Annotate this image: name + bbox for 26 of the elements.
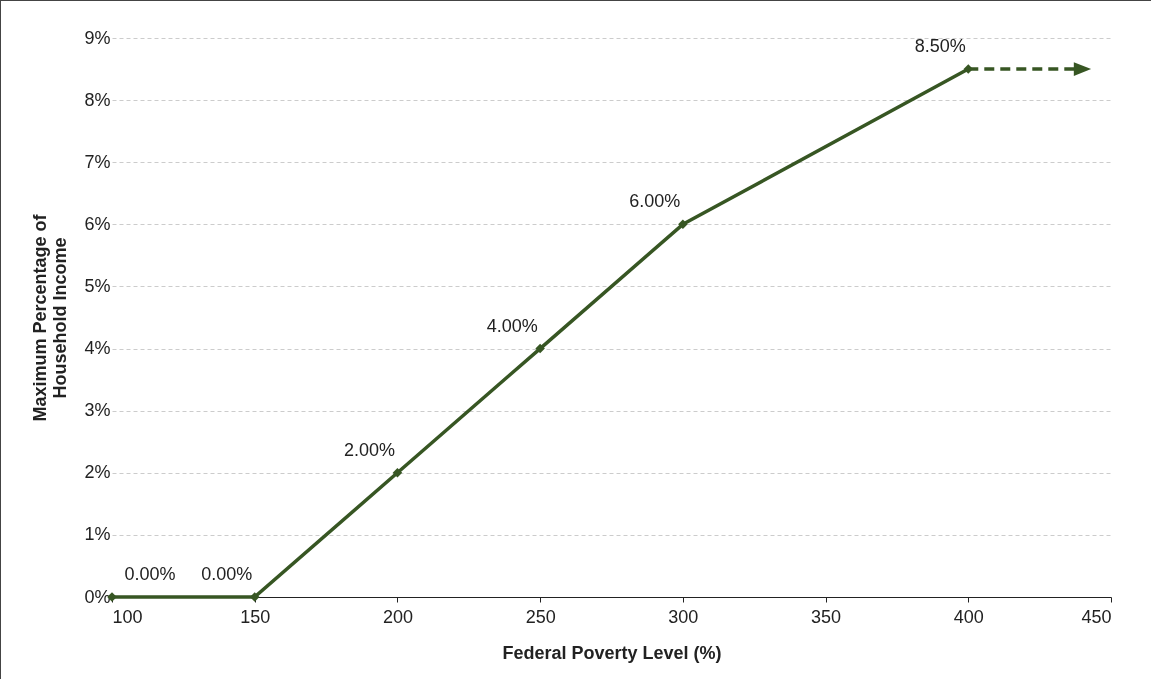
x-tick-label: 200: [382, 606, 413, 627]
x-tick-label: 350: [811, 606, 842, 627]
data-label: 0.00%: [124, 564, 176, 584]
y-tick-label: 8%: [84, 89, 111, 110]
y-tick-label: 7%: [84, 151, 111, 172]
y-tick-label: 4%: [84, 338, 111, 359]
y-tick-label: 3%: [84, 400, 111, 421]
data-label: 0.00%: [201, 564, 253, 584]
data-label: 4.00%: [486, 315, 538, 336]
x-tick-label: 300: [668, 606, 699, 627]
x-tick-label: 100: [112, 606, 143, 627]
y-tick-label: 5%: [84, 275, 111, 296]
y-axis-title: Maximum Percentage of Household Income: [30, 213, 71, 422]
x-axis-title: Federal Poverty Level (%): [502, 642, 722, 663]
x-tick-label: 250: [525, 606, 556, 627]
data-label: 6.00%: [629, 191, 681, 212]
x-tick-label: 150: [240, 606, 271, 627]
y-tick-label: 6%: [84, 213, 111, 234]
y-tick-label: 0%: [84, 586, 111, 607]
y-tick-label: 1%: [84, 524, 111, 545]
x-tick-label: 400: [953, 606, 984, 627]
data-label: 8.50%: [914, 36, 966, 57]
x-tick-label: 450: [1081, 606, 1112, 627]
y-tick-label: 2%: [84, 462, 111, 483]
y-tick-label: 9%: [84, 27, 111, 48]
data-label: 2.00%: [343, 439, 395, 460]
